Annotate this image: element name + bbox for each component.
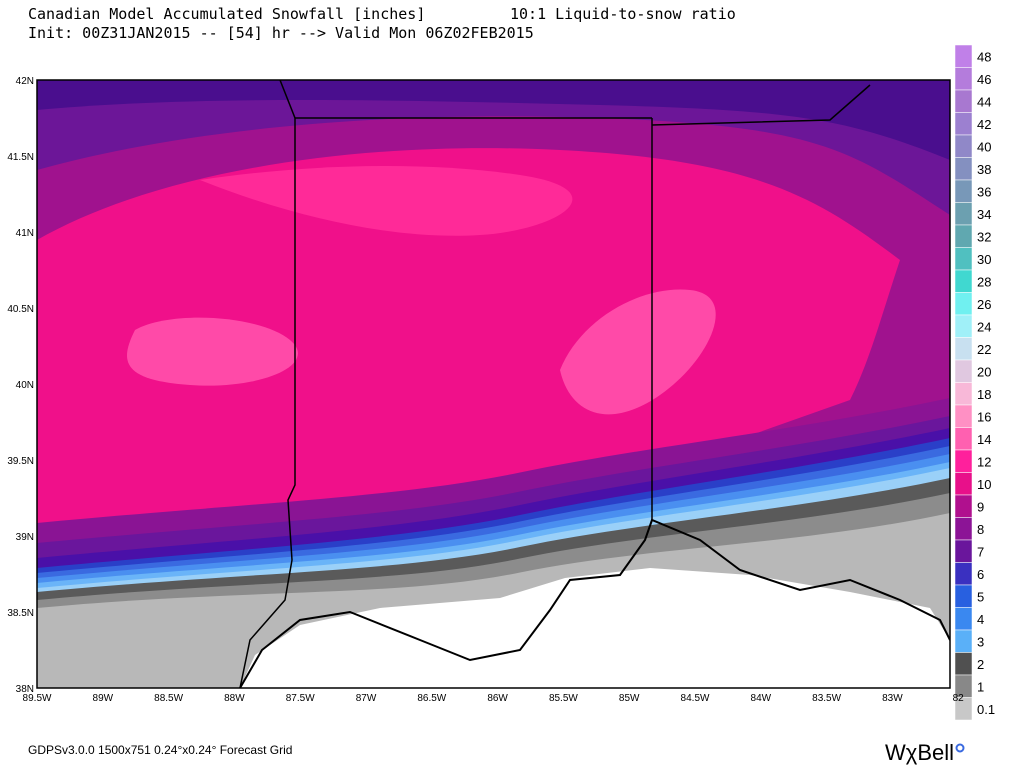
colorbar-label: 5	[977, 589, 984, 604]
brand-dot	[955, 743, 965, 753]
colorbar-label: 28	[977, 274, 991, 289]
colorbar-box	[954, 134, 973, 158]
lat-label: 41N	[16, 228, 34, 239]
lat-label: 38.5N	[7, 608, 34, 619]
colorbar-box	[954, 224, 973, 248]
colorbar-box	[954, 292, 973, 316]
colorbar-box	[954, 584, 973, 608]
colorbar-label: 46	[977, 72, 991, 87]
colorbar-label: 30	[977, 252, 991, 267]
colorbar-box	[954, 517, 973, 541]
ratio: 10:1 Liquid-to-snow ratio	[510, 5, 736, 23]
colorbar-label: 36	[977, 184, 991, 199]
colorbar-box	[954, 404, 973, 428]
colorbar-label: 24	[977, 319, 991, 334]
band	[560, 289, 716, 415]
lon-label: 86W	[487, 693, 508, 704]
colorbar-box	[954, 67, 973, 91]
colorbar-label: 4	[977, 612, 984, 627]
colorbar-label: 18	[977, 387, 991, 402]
colorbar-box	[954, 607, 973, 631]
map	[37, 80, 950, 688]
colorbar-box	[954, 427, 973, 451]
footer-info: GDPSv3.0.0 1500x751 0.24°x0.24° Forecast…	[28, 743, 292, 757]
colorbar-label: 48	[977, 49, 991, 64]
colorbar-label: 42	[977, 117, 991, 132]
colorbar-label: 34	[977, 207, 991, 222]
brand: WχBell	[885, 740, 954, 765]
lon-label: 88W	[224, 693, 245, 704]
lon-label: 82	[953, 693, 965, 704]
init-line: Init: 00Z31JAN2015 -- [54] hr --> Valid …	[28, 24, 534, 42]
colorbar-box	[954, 494, 973, 518]
lon-label: 89.5W	[23, 693, 52, 704]
colorbar-label: 0.1	[977, 702, 995, 717]
lon-label: 83W	[882, 693, 903, 704]
colorbar-label: 26	[977, 297, 991, 312]
band	[200, 165, 573, 236]
colorbar-box	[954, 472, 973, 496]
lat-label: 41.5N	[7, 152, 34, 163]
band	[127, 317, 298, 386]
lat-label: 39N	[16, 532, 34, 543]
colorbar-label: 14	[977, 432, 991, 447]
colorbar-box	[954, 337, 973, 361]
colorbar-box	[954, 562, 973, 586]
lon-label: 87.5W	[286, 693, 315, 704]
state-border	[239, 80, 871, 688]
colorbar-label: 2	[977, 657, 984, 672]
colorbar-box	[954, 269, 973, 293]
colorbar-box	[954, 179, 973, 203]
lon-label: 86.5W	[417, 693, 446, 704]
colorbar-label: 22	[977, 342, 991, 357]
colorbar-label: 3	[977, 634, 984, 649]
colorbar-box	[954, 697, 973, 721]
lon-label: 84.5W	[681, 693, 710, 704]
lon-label: 83.5W	[812, 693, 841, 704]
colorbar-box	[954, 247, 973, 271]
lat-label: 39.5N	[7, 456, 34, 467]
colorbar-box	[954, 202, 973, 226]
lat-label: 42N	[16, 76, 34, 87]
colorbar-label: 20	[977, 364, 991, 379]
colorbar-box	[954, 359, 973, 383]
colorbar-box	[954, 89, 973, 113]
colorbar-box	[954, 652, 973, 676]
no-snow	[240, 568, 950, 688]
lat-label: 38N	[16, 684, 34, 695]
colorbar-box	[954, 44, 973, 68]
colorbar-label: 9	[977, 499, 984, 514]
lat-label: 40.5N	[7, 304, 34, 315]
lon-label: 85.5W	[549, 693, 578, 704]
map-frame	[36, 79, 951, 689]
colorbar-label: 10	[977, 477, 991, 492]
colorbar-label: 40	[977, 139, 991, 154]
colorbar-box	[954, 112, 973, 136]
colorbar-box	[954, 629, 973, 653]
lat-label: 40N	[16, 380, 34, 391]
lon-label: 84W	[751, 693, 772, 704]
colorbar-box	[954, 314, 973, 338]
lon-label: 89W	[93, 693, 114, 704]
colorbar-label: 16	[977, 409, 991, 424]
colorbar-label: 6	[977, 567, 984, 582]
lon-label: 87W	[356, 693, 377, 704]
colorbar-label: 12	[977, 454, 991, 469]
colorbar-label: 8	[977, 522, 984, 537]
colorbar-box	[954, 539, 973, 563]
colorbar-label: 32	[977, 229, 991, 244]
colorbar-label: 7	[977, 544, 984, 559]
title: Canadian Model Accumulated Snowfall [inc…	[28, 5, 425, 23]
colorbar-box	[954, 382, 973, 406]
lon-label: 88.5W	[154, 693, 183, 704]
river	[239, 518, 950, 688]
colorbar-label: 44	[977, 94, 991, 109]
colorbar-label: 38	[977, 162, 991, 177]
colorbar-box	[954, 449, 973, 473]
colorbar-label: 1	[977, 679, 984, 694]
colorbar-box	[954, 157, 973, 181]
lon-label: 85W	[619, 693, 640, 704]
